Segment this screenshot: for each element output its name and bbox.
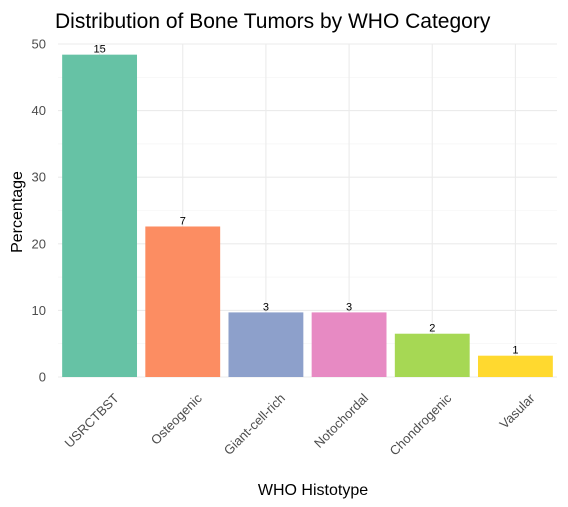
x-tick-label: Osteogenic bbox=[148, 390, 205, 447]
chart-title: Distribution of Bone Tumors by WHO Categ… bbox=[55, 10, 491, 33]
y-tick-label: 20 bbox=[32, 236, 46, 251]
bars bbox=[62, 54, 553, 377]
bar-value-label: 3 bbox=[346, 301, 352, 313]
bar-value-label: 3 bbox=[263, 301, 269, 313]
bar bbox=[477, 355, 553, 377]
y-tick-label: 50 bbox=[32, 37, 46, 52]
y-tick-label: 0 bbox=[39, 370, 46, 385]
y-tick-label: 40 bbox=[32, 103, 46, 118]
bar-value-label: 7 bbox=[180, 215, 186, 227]
bar bbox=[311, 312, 387, 377]
x-tick-label: USRCTBST bbox=[62, 390, 122, 450]
bar bbox=[145, 226, 221, 377]
bar bbox=[228, 312, 304, 377]
y-axis-title: Percentage bbox=[9, 171, 26, 253]
bar-value-label: 2 bbox=[429, 323, 435, 335]
x-tick-label: Vasular bbox=[496, 390, 538, 432]
x-axis-ticks: USRCTBST Osteogenic Giant-cell-rich Notocho… bbox=[62, 390, 538, 458]
bar-value-label: 15 bbox=[93, 44, 105, 56]
x-axis-title: WHO Histotype bbox=[258, 482, 368, 499]
bar bbox=[62, 54, 138, 377]
x-tick-label: Chondrogenic bbox=[387, 390, 455, 458]
y-tick-label: 10 bbox=[32, 303, 46, 318]
x-tick-label: Giant-cell-rich bbox=[221, 391, 288, 458]
y-tick-label: 30 bbox=[32, 170, 46, 185]
y-axis-ticks: 0 10 20 30 40 50 bbox=[32, 37, 46, 385]
bar bbox=[394, 333, 470, 377]
bar-value-label: 1 bbox=[512, 345, 518, 357]
x-tick-label: Notochordal bbox=[311, 390, 371, 450]
data-labels: 15 7 3 3 2 1 bbox=[93, 44, 518, 357]
